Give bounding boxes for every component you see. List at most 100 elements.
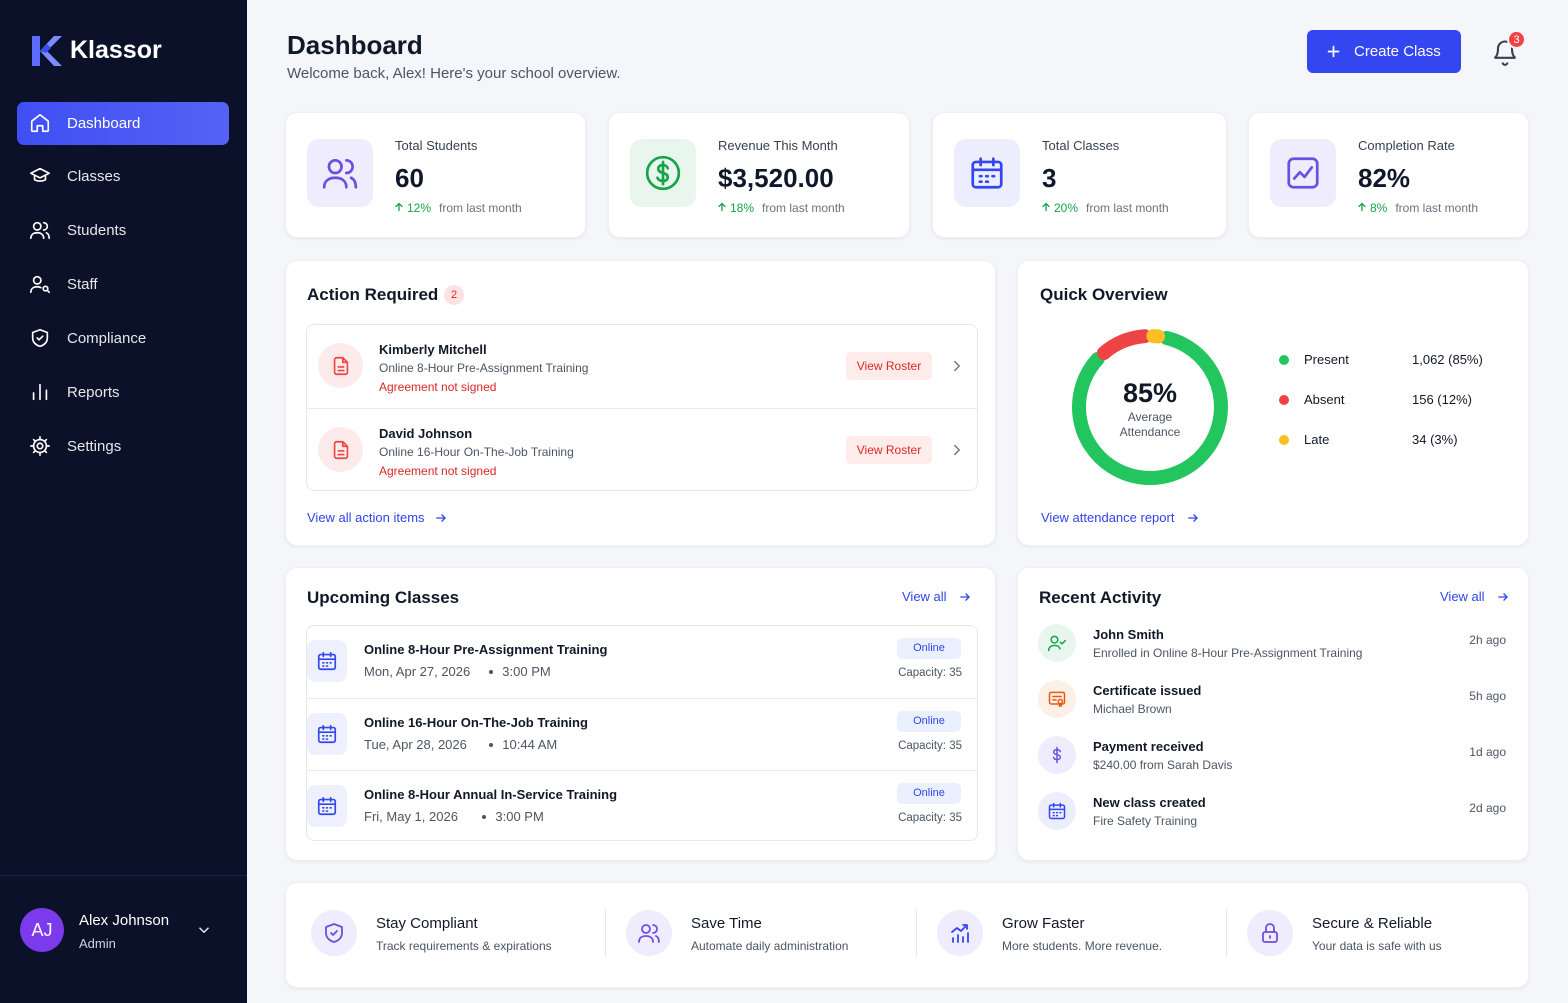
activity-time: 5h ago (1469, 689, 1506, 703)
activity-title: New class created (1093, 795, 1206, 810)
stat-change: 20% from last month (1040, 201, 1169, 215)
action-item: David Johnson Online 16-Hour On-The-Job T… (307, 408, 977, 491)
stat-change: 8% from last month (1356, 201, 1478, 215)
nav-item[interactable]: Students (17, 209, 229, 252)
nav-label: Reports (67, 384, 120, 401)
class-time: 3:00 PM (495, 809, 544, 824)
class-time: 10:44 AM (502, 737, 558, 752)
center-value: 85% (1122, 378, 1178, 408)
features-card: Stay Compliant Track requirements & expir… (285, 882, 1529, 988)
nav-label: Staff (67, 276, 98, 293)
nav-item[interactable]: Classes (17, 155, 229, 198)
stat-change: 18% from last month (716, 201, 845, 215)
activity-time: 1d ago (1469, 745, 1506, 759)
class-capacity: Capacity: 35 (898, 667, 962, 679)
icon (333, 440, 348, 459)
change-percent: 12% (407, 201, 432, 215)
stat-icon (1270, 139, 1336, 207)
view-all-actions[interactable]: View all action items (307, 510, 448, 525)
view-all-activity[interactable]: View all (1440, 589, 1510, 604)
separator-dot (482, 815, 487, 819)
nav-item[interactable]: Compliance (17, 317, 229, 360)
stat-icon (307, 139, 373, 207)
create-class-button[interactable]: Create Class (1307, 30, 1461, 73)
stat-card: Completion Rate 82% 8% from last month (1248, 112, 1529, 238)
feature-text: Track requirements & expirations (376, 939, 552, 953)
stat-change: 12% from last month (393, 201, 522, 215)
open-item[interactable] (948, 441, 966, 464)
icon (1358, 202, 1366, 212)
legend-dot (1279, 435, 1289, 445)
attendance-donut (1072, 329, 1228, 485)
nav-label: Classes (67, 168, 121, 185)
legend-label: Absent (1304, 392, 1345, 407)
class-date: Mon, Apr 27, 2026 (364, 664, 471, 679)
stat-label: Completion Rate (1358, 138, 1455, 153)
action-name: David Johnson (379, 426, 473, 441)
plus-icon (1327, 45, 1340, 58)
nav-item[interactable]: Staff (17, 263, 229, 306)
activity-title: Payment received (1093, 739, 1204, 754)
change-percent: 20% (1054, 201, 1079, 215)
class-item: Online 8-Hour Pre-Assignment Training Mon… (307, 626, 977, 698)
nav-item[interactable]: Settings (17, 425, 229, 468)
stat-label: Total Classes (1042, 138, 1120, 153)
class-icon (307, 640, 347, 682)
avatar: AJ (20, 908, 64, 952)
class-title: Online 8-Hour Annual In-Service Training (364, 787, 618, 802)
upcoming-classes-card: Upcoming Classes View all Online 8-Hour … (285, 567, 996, 861)
feature-text: Your data is safe with us (1312, 939, 1442, 953)
feature-text: Automate daily administration (691, 939, 849, 953)
logo-mark (32, 36, 62, 66)
view-all-classes[interactable]: View all (902, 589, 972, 604)
icon (1047, 635, 1067, 652)
notifications-bell[interactable] (1491, 38, 1519, 66)
mode-pill: Online (897, 711, 961, 732)
donut-segment (1072, 330, 1228, 485)
stat-card: Total Students 60 12% from last month (285, 112, 586, 238)
user-role: Admin (79, 936, 116, 951)
legend-dot (1279, 395, 1289, 405)
activity-detail: $240.00 from Sarah Davis (1093, 758, 1233, 772)
nav-item[interactable]: Reports (17, 371, 229, 414)
link-text: View all action items (307, 510, 425, 525)
stat-value: 3 (1042, 163, 1057, 193)
view-attendance-report[interactable]: View attendance report (1041, 510, 1200, 525)
class-title: Online 16-Hour On-The-Job Training (364, 715, 588, 730)
nav-label: Settings (67, 438, 122, 455)
avatar-initials: AJ (31, 919, 53, 940)
icon (954, 444, 960, 456)
class-icon (307, 785, 347, 827)
activity-detail: Fire Safety Training (1093, 814, 1198, 828)
nav-label: Students (67, 222, 127, 239)
nav-item[interactable]: Dashboard (17, 102, 229, 145)
icon (395, 202, 403, 212)
divider (605, 909, 606, 957)
action-name: Kimberly Mitchell (379, 342, 487, 357)
divider (916, 909, 917, 957)
center-label: Average Attendance (1119, 410, 1181, 439)
change-note: from last month (762, 201, 845, 215)
icon (971, 157, 1003, 189)
activity-title: Certificate issued (1093, 683, 1202, 698)
user-menu-toggle[interactable] (195, 921, 213, 939)
action-status: Agreement not signed (379, 464, 497, 478)
feature-icon (1247, 910, 1293, 956)
feature-icon (937, 910, 983, 956)
notification-badge: 3 (1507, 30, 1526, 49)
class-time: 3:00 PM (502, 664, 551, 679)
view-roster-button[interactable]: View Roster (846, 352, 932, 380)
class-list: Online 8-Hour Pre-Assignment Training Mon… (306, 625, 978, 841)
feature-title: Grow Faster (1002, 915, 1085, 932)
action-icon (318, 343, 363, 388)
open-item[interactable] (948, 357, 966, 380)
icon (1048, 802, 1066, 820)
arrow-icon (436, 514, 447, 522)
arrow-icon (960, 593, 971, 601)
view-roster-button[interactable]: View Roster (846, 436, 932, 464)
stat-value: 60 (395, 163, 424, 193)
change-note: from last month (1086, 201, 1169, 215)
icon (322, 158, 358, 189)
